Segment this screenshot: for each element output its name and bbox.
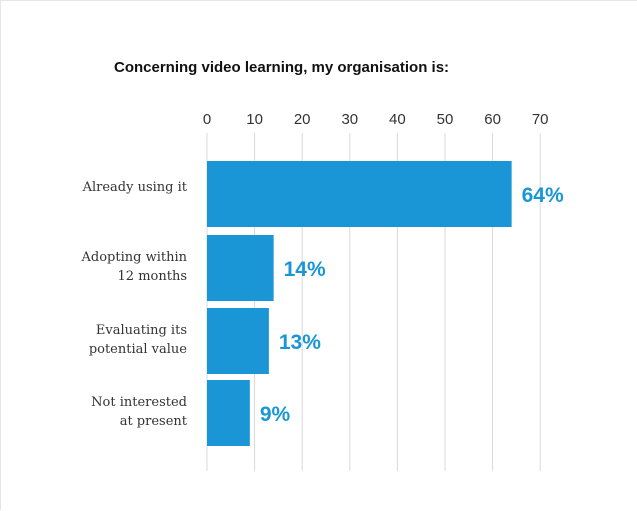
- category-label: Adopting within 12 months: [81, 250, 188, 284]
- x-tick-label: 0: [203, 111, 211, 128]
- data-label: 13%: [279, 331, 321, 354]
- bar: [207, 308, 269, 374]
- x-tick-label: 30: [341, 111, 358, 128]
- data-label: 9%: [260, 403, 291, 426]
- category-label: Already using it: [82, 180, 188, 195]
- x-tick-label: 50: [437, 111, 454, 128]
- category-label-line: Not interested: [91, 395, 187, 410]
- category-label-line: potential value: [89, 342, 187, 357]
- x-tick-label: 60: [484, 111, 501, 128]
- category-label-line: 12 months: [118, 269, 187, 284]
- chart-title: Concerning video learning, my organisati…: [114, 59, 450, 76]
- category-label: Evaluating its potential value: [89, 323, 187, 357]
- bar: [207, 235, 274, 301]
- x-tick-label: 40: [389, 111, 406, 128]
- bar: [207, 161, 512, 227]
- category-label-line: Adopting within: [81, 250, 188, 265]
- category-label-line: Already using it: [82, 180, 188, 195]
- category-label: Not interested at present: [91, 395, 188, 429]
- x-tick-label: 10: [246, 111, 263, 128]
- data-label: 14%: [284, 258, 326, 281]
- data-label: 64%: [522, 184, 564, 207]
- x-tick-label: 20: [294, 111, 311, 128]
- bar: [207, 380, 250, 446]
- category-label-line: at present: [120, 414, 188, 429]
- category-label-line: Evaluating its: [96, 323, 187, 338]
- x-tick-label: 70: [532, 111, 549, 128]
